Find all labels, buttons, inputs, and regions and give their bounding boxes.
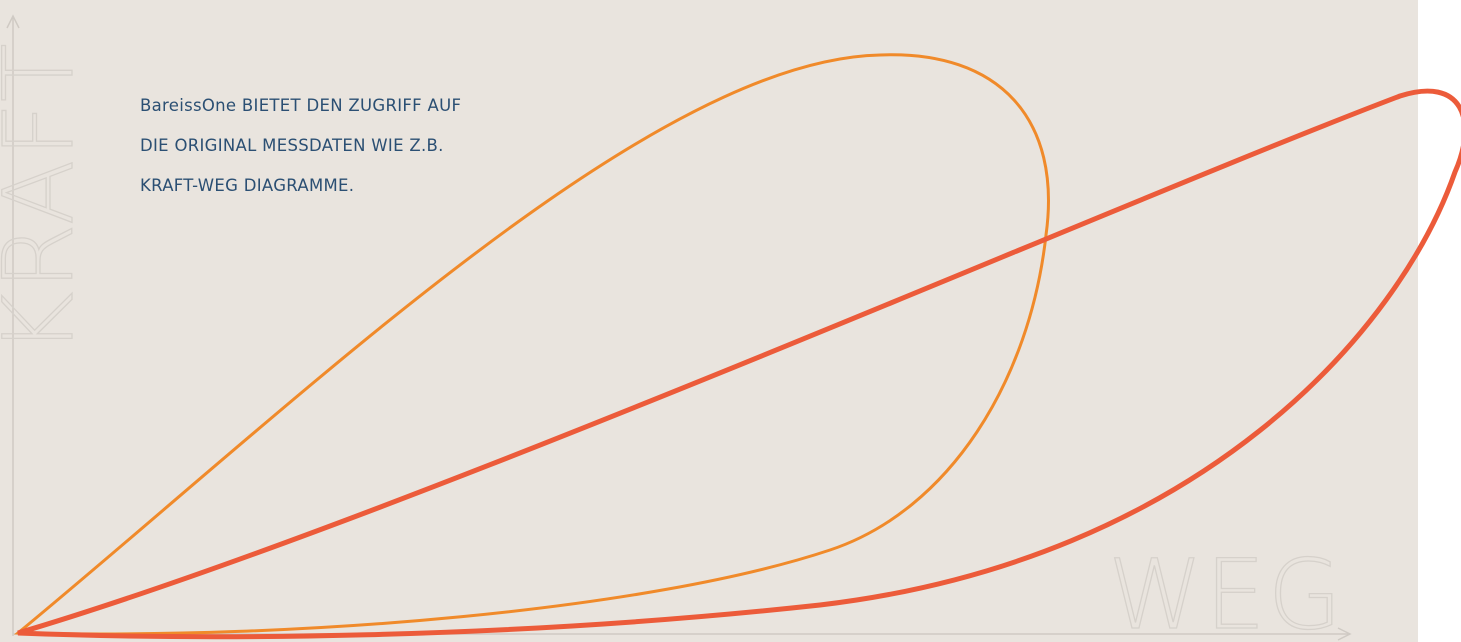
intro-line: DIE ORIGINAL MESSDATEN WIE Z.B. <box>140 136 444 155</box>
intro-line: KRAFT-WEG DIAGRAMME. <box>140 176 354 195</box>
red-curve <box>17 88 1461 640</box>
y-axis-label: KRAFT <box>0 41 95 355</box>
background <box>0 0 1418 642</box>
y-arrow <box>6 14 20 29</box>
x-axis-label: WEG <box>1108 539 1344 642</box>
x-arrow <box>1337 627 1352 641</box>
intro-line: BareissOne BIETET DEN ZUGRIFF AUF <box>140 96 461 115</box>
orange-curve <box>13 53 1050 636</box>
